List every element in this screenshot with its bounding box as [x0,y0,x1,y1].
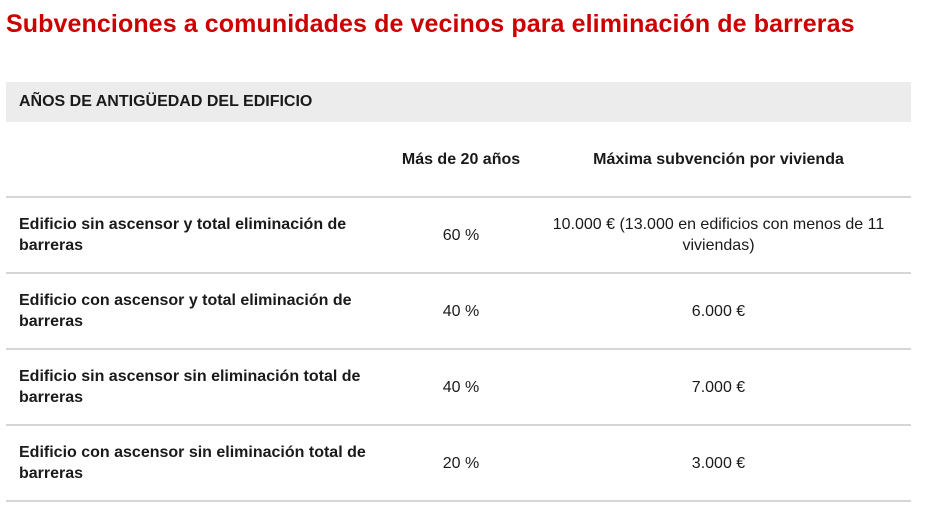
row-percentage: 20 % [442,454,480,472]
row-label: Edificio con ascensor y total eliminació… [19,292,352,330]
row-max-subsidy: 10.000 € (13.000 en edificios con menos … [552,216,885,254]
row-percentage: 40 % [442,302,480,320]
table-row: Edificio con ascensor y total eliminació… [6,274,911,350]
subsidy-table: AÑOS DE ANTIGÜEDAD DEL EDIFICIO Más de 2… [6,82,911,502]
table-row: Edificio sin ascensor y total eliminació… [6,198,911,274]
row-label: Edificio sin ascensor sin eliminación to… [19,368,361,406]
table-section-header: AÑOS DE ANTIGÜEDAD DEL EDIFICIO [6,82,911,122]
row-max-subsidy: 3.000 € [691,454,746,472]
row-percentage: 40 % [442,378,480,396]
table-row: Edificio sin ascensor sin eliminación to… [6,350,911,426]
column-header-percentage: Más de 20 años [401,150,521,168]
page-title: Subvenciones a comunidades de vecinos pa… [6,10,855,38]
row-max-subsidy: 6.000 € [691,302,746,320]
row-label: Edificio sin ascensor y total eliminació… [19,216,347,254]
row-percentage: 60 % [442,226,480,244]
row-max-subsidy: 7.000 € [691,378,746,396]
table-row: Edificio con ascensor sin eliminación to… [6,426,911,502]
column-header-max-subsidy: Máxima subvención por vivienda [593,150,844,168]
table-column-headers: Más de 20 años Máxima subvención por viv… [6,122,911,198]
row-label: Edificio con ascensor sin eliminación to… [19,444,366,482]
